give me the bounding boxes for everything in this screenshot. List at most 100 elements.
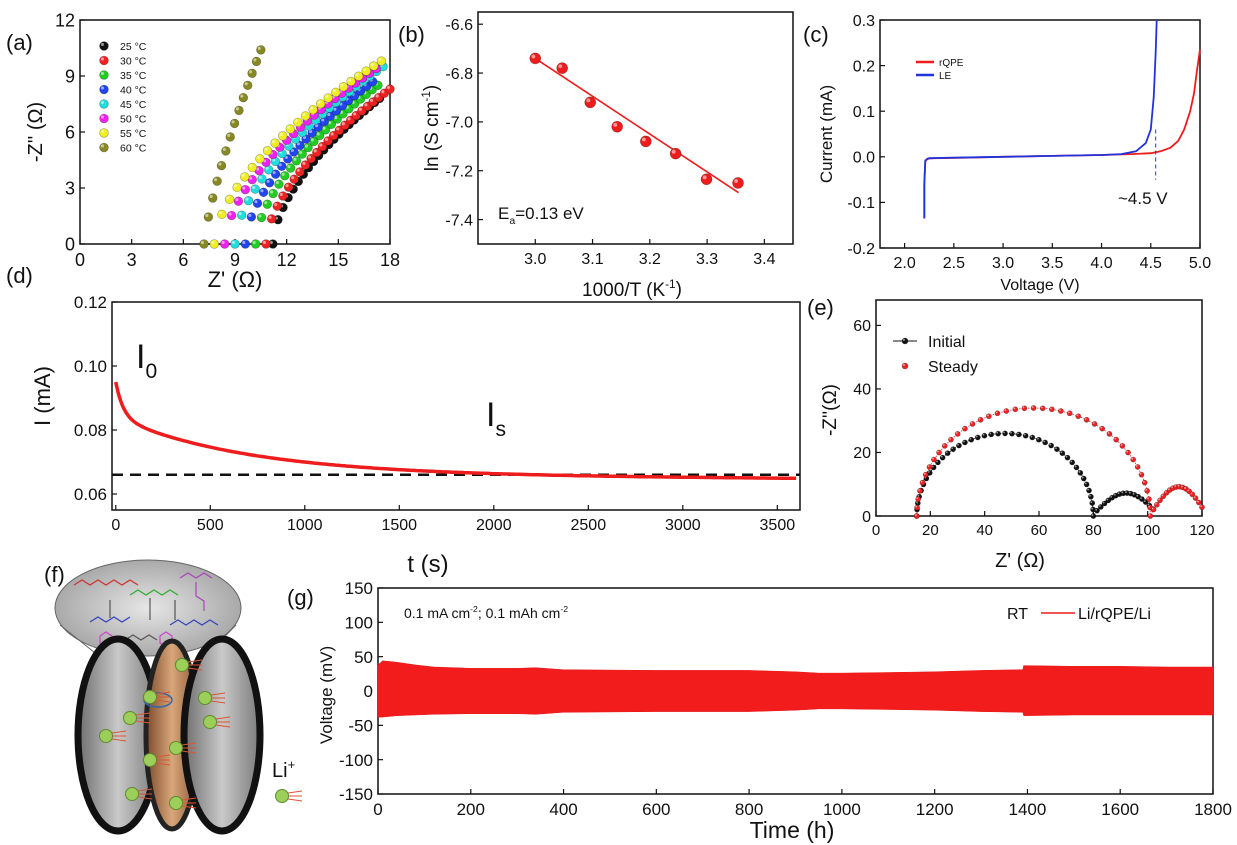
- e-point-Steady-19: [1021, 405, 1028, 412]
- e-point-Steady-44-highlight: [1161, 494, 1164, 497]
- molecular-structure-drawing: [73, 572, 219, 648]
- a-point-1-highlight: [302, 161, 306, 166]
- e-point-Steady-7-highlight: [932, 457, 934, 460]
- a-point-4-highlight: [272, 158, 276, 162]
- a-point-6: [308, 105, 318, 115]
- d-y-axis-label: I (mA): [30, 366, 55, 426]
- a-legend-marker-5-highlight: [100, 115, 104, 119]
- lithium-ion-3: [175, 658, 189, 672]
- g-x-axis-label: Time (h): [750, 817, 835, 843]
- a-point-4-highlight: [265, 166, 269, 170]
- e-point-Initial-28: [1054, 446, 1060, 453]
- a-legend-marker-3: [99, 84, 109, 95]
- a-legend-marker-0: [99, 41, 109, 51]
- a-legend-label-5: 50 °C: [120, 114, 147, 126]
- b-linear-fit: [534, 57, 740, 194]
- panel-d-polarization: 0 500 1000 1500 2000 2500 3000 3500 0.06 0.08 0.10…: [30, 293, 801, 578]
- e-point-Initial-12-highlight: [951, 447, 954, 450]
- a-point-1-highlight: [324, 137, 328, 141]
- a-legend-marker-1-highlight: [100, 57, 104, 61]
- e-point-Steady-13: [969, 421, 976, 427]
- e-point-Steady-25: [1075, 413, 1082, 420]
- b-point-2-highlight: [586, 98, 591, 103]
- e-point-Steady-15: [985, 413, 992, 420]
- e-point-Steady-23-highlight: [1059, 409, 1061, 411]
- a-point-1-highlight: [381, 90, 385, 94]
- g-y-tick-label: -150: [339, 785, 373, 804]
- a-point-3-highlight: [266, 179, 270, 183]
- a-point-6: [338, 82, 349, 92]
- a-point-1: [261, 239, 271, 249]
- a-point-1-highlight: [291, 176, 295, 180]
- e-point-Steady-13-highlight: [970, 422, 973, 424]
- e-point-Initial-48-highlight: [1121, 491, 1124, 494]
- e-y-tick-label: 20: [853, 445, 871, 462]
- e-point-Steady-20: [1030, 405, 1037, 411]
- e-point-Steady-22-highlight: [1050, 407, 1052, 410]
- a-point-7-highlight: [214, 178, 218, 182]
- c-x-tick-label: 2.0: [893, 255, 915, 272]
- e-point-Steady-35-highlight: [1139, 472, 1142, 475]
- e-y-tick-label: 40: [853, 382, 871, 399]
- ion-trail-1: [155, 699, 171, 703]
- e-point-Initial-7-highlight: [927, 471, 930, 473]
- e-point-Steady-14-highlight: [978, 417, 981, 420]
- a-point-0-highlight: [269, 240, 273, 245]
- b-x-tick-label: 3.1: [581, 251, 603, 268]
- e-point-Steady-29-highlight: [1107, 432, 1110, 434]
- e-point-Initial-19: [995, 430, 1002, 437]
- e-point-Initial-11: [944, 450, 951, 457]
- a-point-4-highlight: [231, 240, 236, 245]
- plot-frame: [111, 301, 801, 511]
- e-point-Steady-52-highlight: [1187, 489, 1190, 492]
- lithium-ion-4: [99, 729, 113, 743]
- e-point-Steady-40: [1147, 513, 1154, 519]
- a-point-4-highlight: [238, 212, 242, 216]
- a-point-4: [243, 196, 254, 206]
- a-point-5: [226, 210, 237, 221]
- g-x-tick-label: 1600: [1101, 800, 1139, 819]
- e-point-Steady-1: [914, 504, 921, 511]
- a-point-3: [246, 212, 257, 222]
- a-point-2-highlight: [287, 164, 291, 169]
- a-point-6: [247, 162, 258, 173]
- e-point-Steady-42: [1153, 501, 1160, 508]
- e-legend-label-1: Steady: [928, 359, 978, 376]
- a-point-7: [199, 239, 209, 249]
- d-x-tick-label: 1500: [381, 517, 417, 534]
- g-x-tick-label: 1400: [1009, 800, 1047, 819]
- a-x-tick-label: 9: [230, 250, 240, 270]
- d-x-tick-label: 500: [197, 517, 224, 534]
- a-point-3-highlight: [315, 124, 319, 128]
- c-x-tick-label: 5.0: [1189, 255, 1211, 272]
- a-point-5-highlight: [221, 240, 225, 245]
- c-y-tick-label: -0.1: [847, 195, 875, 212]
- e-point-Initial-50-highlight: [1128, 491, 1131, 494]
- e-point-Initial-27: [1048, 442, 1055, 449]
- e-point-Initial-51-highlight: [1132, 492, 1135, 495]
- a-point-1-highlight: [386, 85, 390, 90]
- a-point-6-highlight: [378, 57, 382, 62]
- b-y-tick-label: -7.4: [445, 212, 473, 229]
- e-series-line-Initial: [916, 432, 1154, 518]
- e-point-Steady-37: [1144, 487, 1151, 494]
- e-point-Initial-36-highlight: [1087, 488, 1090, 491]
- b-y-tick-label: -6.6: [445, 17, 473, 34]
- e-point-Steady-16: [994, 410, 1001, 417]
- a-legend-label-0: 25 °C: [120, 41, 147, 53]
- a-point-6: [255, 154, 265, 164]
- e-point-Steady-16-highlight: [995, 411, 998, 414]
- ion-trail-7: [181, 742, 197, 746]
- a-point-6-highlight: [218, 211, 222, 215]
- e-point-Steady-25-highlight: [1076, 414, 1079, 417]
- panel-label-a: (a): [6, 30, 33, 55]
- b-point-1-highlight: [558, 64, 563, 69]
- d-x-tick-label: 2500: [571, 517, 607, 534]
- a-point-7-highlight: [240, 94, 244, 98]
- a-point-6-highlight: [363, 67, 367, 72]
- e-point-Steady-36-highlight: [1142, 480, 1145, 483]
- d-current-curve: [114, 381, 797, 481]
- a-point-5-highlight: [256, 167, 260, 171]
- e-point-Initial-37-highlight: [1089, 494, 1091, 497]
